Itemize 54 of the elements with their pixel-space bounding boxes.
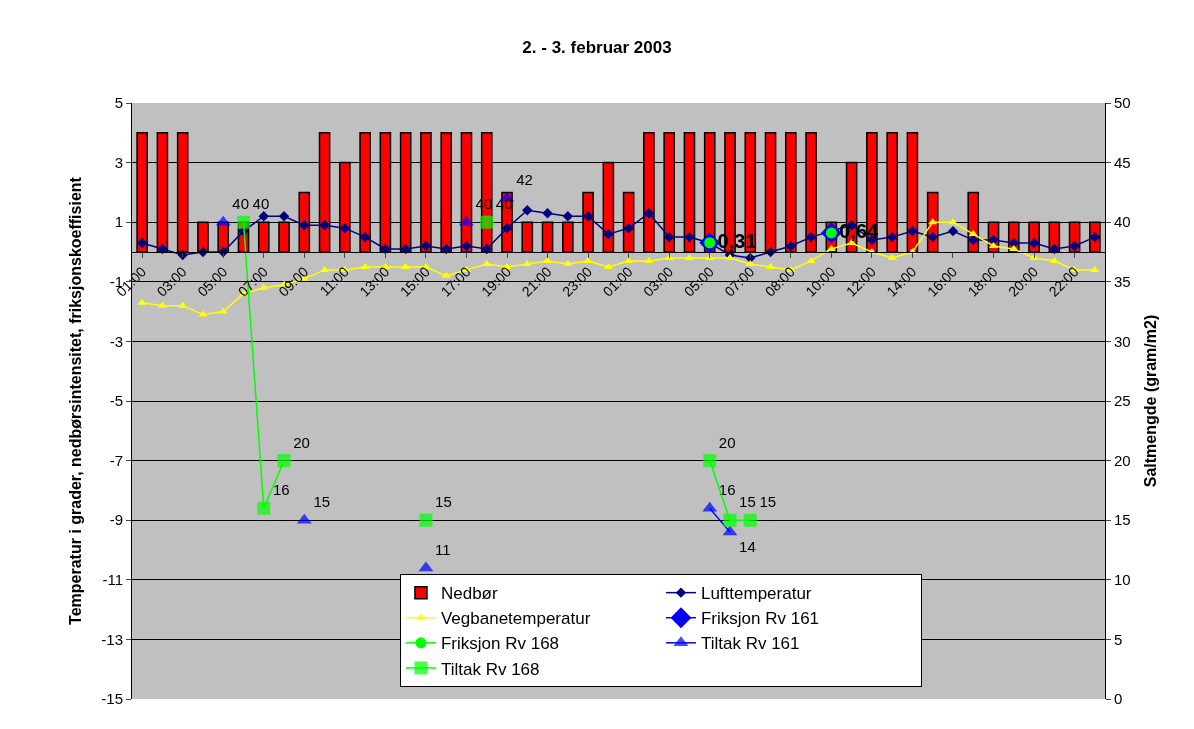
y2-tick-label: 30	[1114, 332, 1131, 350]
y-tick-label: 3	[114, 153, 123, 171]
point	[419, 513, 433, 527]
y-tick-label: 5	[114, 94, 123, 112]
legend-label: Tiltak Rv 161	[700, 634, 800, 654]
point	[257, 501, 271, 515]
y-tick-label: -11	[102, 571, 123, 589]
y2-tick-label: 45	[1114, 153, 1131, 171]
legend-label: Nedbør	[440, 584, 498, 604]
y2-axis-title: Saltmengde (gram/m2)	[1142, 314, 1160, 488]
legend-label: Friksjon Rv 168	[440, 634, 560, 654]
legend-label: Friksjon Rv 161	[700, 609, 820, 629]
y2-tick-label: 20	[1114, 451, 1131, 469]
point	[743, 513, 757, 527]
data-label: 16	[272, 481, 290, 499]
data-label: 20	[293, 433, 310, 451]
data-label: 15	[759, 493, 777, 511]
data-label: 14	[739, 538, 756, 556]
y-axis-title: Temperatur i grader, nedbørsintensitet, friksjonskoeffisient	[67, 176, 85, 625]
chart-title: 2. - 3. februar 2003	[522, 38, 672, 58]
y2-tick-label: 50	[1114, 94, 1131, 112]
data-label: 40	[252, 195, 270, 213]
data-label: 42	[516, 171, 533, 189]
point	[236, 215, 250, 229]
data-label: 40	[495, 195, 513, 213]
data-label: 20	[718, 433, 736, 451]
y-tick-label: -15	[101, 690, 123, 708]
y2-tick-label: 35	[1114, 273, 1131, 291]
data-label: 0,31	[717, 229, 757, 252]
data-label: 0,64	[839, 219, 880, 242]
y-tick-label: -9	[109, 511, 123, 529]
data-label: 15	[739, 493, 756, 511]
data-label: 15	[435, 493, 452, 511]
legend-label: Lufttemperatur	[700, 584, 812, 604]
y-tick-label: 1	[114, 213, 123, 231]
y-tick-label: -7	[109, 451, 123, 469]
y2-tick-label: 10	[1114, 571, 1131, 589]
y2-tick-label: 25	[1114, 392, 1131, 410]
data-label: 40	[232, 195, 250, 213]
y2-tick-label: 15	[1114, 511, 1131, 529]
legend-label: Tiltak Rv 168	[440, 659, 540, 679]
y-tick-label: -3	[109, 332, 123, 350]
y-tick-label: -5	[109, 392, 123, 410]
y-tick-label: -13	[101, 630, 123, 648]
data-label: 11	[435, 541, 451, 559]
data-label: 16	[718, 481, 736, 499]
point	[277, 454, 291, 468]
point	[703, 454, 717, 468]
point	[480, 215, 494, 229]
y2-tick-label: 40	[1114, 213, 1131, 231]
y2-tick-label: 0	[1114, 690, 1123, 708]
legend-label: Vegbanetemperatur	[440, 609, 591, 629]
data-label: 15	[313, 493, 331, 511]
y2-tick-label: 5	[1114, 630, 1123, 648]
